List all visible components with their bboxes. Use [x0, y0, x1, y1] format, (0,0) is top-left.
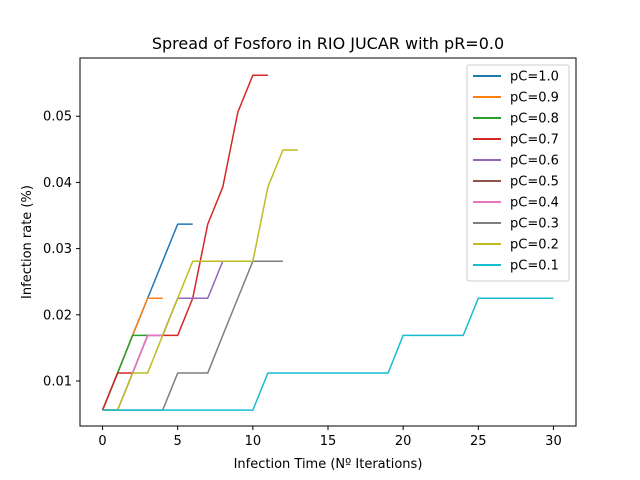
- legend-label-7: pC=0.3: [510, 217, 559, 232]
- x-tick-label-4: 20: [395, 434, 412, 449]
- y-tick-label-2: 0.03: [43, 242, 72, 257]
- legend-label-8: pC=0.2: [510, 238, 559, 253]
- legend-label-4: pC=0.6: [510, 154, 559, 169]
- y-tick-label-0: 0.01: [43, 374, 72, 389]
- y-tick-label-4: 0.05: [43, 110, 72, 125]
- x-tick-label-3: 15: [320, 434, 337, 449]
- legend-label-1: pC=0.9: [510, 91, 559, 106]
- x-tick-label-2: 10: [245, 434, 262, 449]
- x-axis-label: Infection Time (Nº Iterations): [234, 457, 423, 472]
- series-line-3: [101, 74, 268, 411]
- legend-label-0: pC=1.0: [510, 70, 559, 85]
- x-tick-label-1: 5: [174, 434, 182, 449]
- y-tick-label-3: 0.04: [43, 176, 72, 191]
- x-axis: 0 5 10 15 20 25 30: [98, 426, 562, 449]
- series-line-9: [102, 297, 554, 411]
- legend: pC=1.0 pC=0.9 pC=0.8 pC=0.7 pC=0.6 pC=0.5 pC=0…: [466, 64, 570, 282]
- legend-label-9: pC=0.1: [510, 259, 559, 274]
- series-line-8: [102, 149, 298, 411]
- chart-title: Spread of Fosforo in RIO JUCAR with pR=0…: [152, 34, 504, 53]
- y-axis-label: Infection rate (%): [20, 185, 35, 299]
- legend-label-6: pC=0.4: [510, 196, 559, 211]
- x-tick-label-0: 0: [98, 434, 106, 449]
- x-tick-label-6: 30: [545, 434, 562, 449]
- series-layer: [101, 74, 554, 411]
- y-tick-label-1: 0.02: [43, 308, 72, 323]
- y-axis: 0.01 0.02 0.03 0.04 0.05: [43, 110, 80, 389]
- legend-label-2: pC=0.8: [510, 112, 559, 127]
- x-tick-label-5: 25: [470, 434, 487, 449]
- legend-label-5: pC=0.5: [510, 175, 559, 190]
- legend-label-3: pC=0.7: [510, 133, 559, 148]
